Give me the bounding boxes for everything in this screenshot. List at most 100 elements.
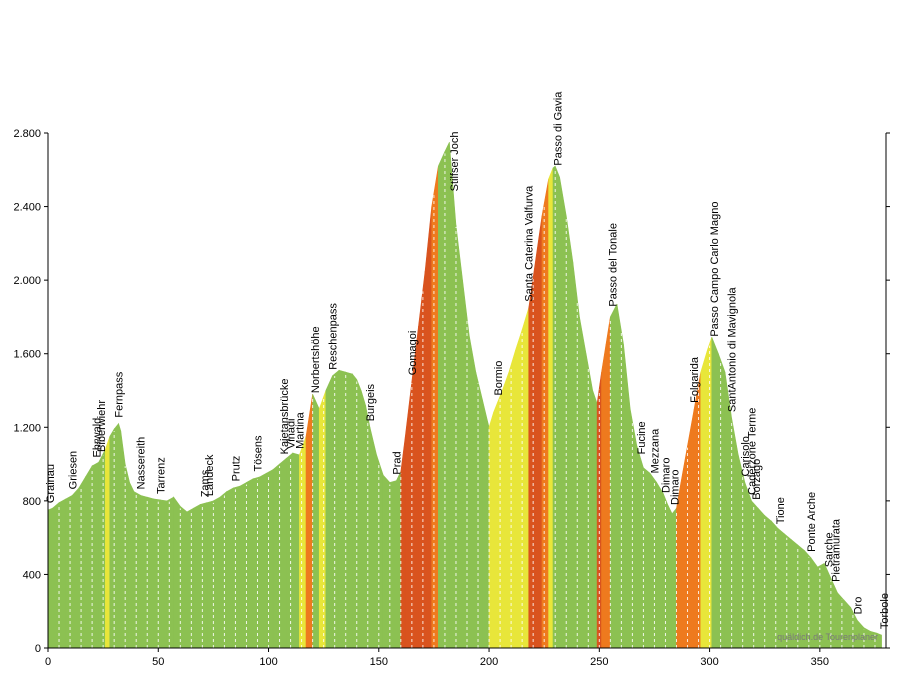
profile-segment [693, 372, 702, 649]
y-tick-label: 800 [23, 496, 41, 508]
place-label: Landeck [204, 454, 216, 496]
profile-segment [58, 498, 66, 649]
profile-segment [186, 507, 194, 649]
profile-segment [146, 496, 155, 649]
y-tick-label: 0 [35, 643, 41, 655]
y-tick-label: 1.600 [13, 349, 41, 361]
place-label: Mezzana [649, 428, 661, 474]
profile-segment [173, 496, 181, 649]
place-label: Passo del Tonale [608, 223, 620, 307]
place-label: Passo di Gavia [552, 91, 564, 166]
profile-segment [352, 373, 358, 649]
profile-segment [462, 280, 470, 649]
profile-segment [345, 371, 353, 649]
place-label: Folgarida [689, 356, 701, 403]
profile-segment [404, 381, 413, 649]
profile-segment [356, 379, 362, 649]
place-label: Norbertshöhe [310, 326, 322, 393]
profile-segment [318, 390, 327, 649]
profile-segment [662, 493, 668, 649]
profile-segment [493, 401, 499, 649]
place-label: Dimaro [669, 470, 681, 505]
profile-segment [199, 502, 208, 649]
profile-segment [206, 500, 214, 649]
profile-segment [559, 177, 567, 649]
x-tick-label: 200 [480, 656, 498, 668]
profile-segment [232, 485, 241, 649]
profile-segment [124, 464, 130, 649]
profile-segment [592, 390, 598, 649]
y-tick-label: 400 [23, 569, 41, 581]
profile-segment [565, 215, 574, 649]
profile-segment [572, 261, 580, 649]
profile-segment [71, 487, 80, 649]
profile-segment [605, 316, 611, 649]
profile-segment [133, 491, 141, 649]
profile-segment [515, 329, 523, 649]
profile-segment [305, 394, 313, 649]
profile-segment [501, 372, 510, 649]
profile-segment [541, 178, 549, 649]
profile-segment [213, 496, 221, 649]
profile-segment [299, 436, 307, 649]
profile-segment [744, 482, 752, 649]
profile-segment [180, 505, 188, 649]
profile-segment [105, 436, 111, 649]
place-label: Fernpass [114, 371, 126, 417]
place-label: Sarche [824, 532, 836, 567]
profile-segment [636, 445, 644, 649]
place-label: Borzago [751, 459, 763, 500]
profile-segment [643, 467, 651, 649]
profile-segment [616, 304, 624, 649]
profile-segment [455, 224, 463, 649]
place-label: Gomagoi [407, 331, 419, 376]
profile-segment [737, 454, 746, 649]
profile-segment [418, 270, 426, 649]
place-label: Martina [294, 411, 306, 449]
profile-segment [193, 504, 201, 649]
profile-segment [382, 474, 391, 649]
profile-segment [482, 399, 490, 649]
place-label: Reschenpass [327, 303, 339, 370]
profile-segment [47, 507, 53, 649]
profile-segment [166, 496, 174, 649]
profile-segment [700, 349, 708, 649]
profile-segment [332, 369, 340, 649]
profile-segment [109, 428, 115, 649]
place-label: Prad [391, 451, 403, 474]
place-label: Carisolo [740, 436, 752, 476]
x-tick-label: 150 [370, 656, 388, 668]
profile-segment [246, 478, 254, 649]
place-label: Bormio [493, 361, 505, 396]
x-tick-label: 250 [590, 656, 608, 668]
place-label: SantAntonio di Mavignola [727, 286, 739, 412]
place-label: Burgeis [365, 383, 377, 421]
profile-segment [656, 481, 664, 649]
x-tick-label: 350 [811, 656, 829, 668]
y-tick-label: 2.000 [13, 275, 41, 287]
profile-segment [376, 454, 384, 649]
profile-segment [285, 452, 294, 649]
profile-segment [424, 206, 433, 649]
profile-segment [667, 504, 673, 649]
profile-segment [777, 527, 785, 649]
profile-segment [671, 507, 677, 649]
y-tick-label: 2.400 [13, 202, 41, 214]
profile-segment [757, 507, 766, 649]
profile-segment [687, 408, 695, 649]
profile-segment [396, 471, 402, 649]
profile-segment [65, 494, 73, 649]
place-label: Torbole [879, 593, 891, 629]
place-label: Santa Caterina Valfurva [524, 185, 536, 302]
y-tick-label: 1.200 [13, 422, 41, 434]
profile-segment [649, 472, 657, 649]
profile-segment [711, 337, 719, 649]
profile-segment [98, 449, 106, 649]
profile-segment [85, 464, 93, 649]
place-label: Kajetansbrücke [279, 379, 291, 455]
profile-segment [312, 394, 320, 649]
watermark-text: quäldich.de Tourenplaner [777, 632, 878, 642]
profile-segment [449, 142, 452, 649]
place-label: Grainau [45, 464, 57, 503]
